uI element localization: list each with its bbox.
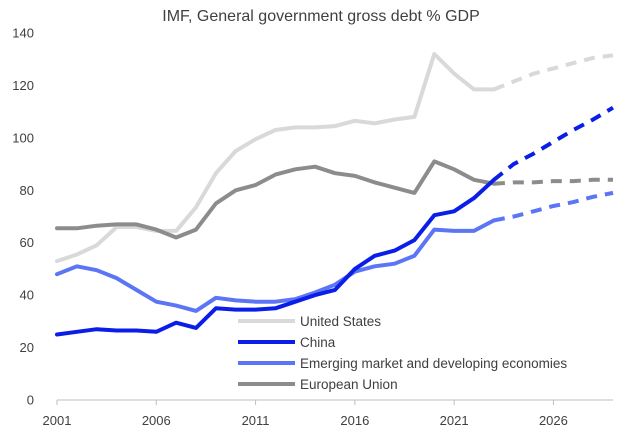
x-tick-label: 2006 [142,413,171,428]
x-tick-label: 2026 [539,413,568,428]
series-forecast-united-states [493,53,614,92]
y-tick-label: 60 [20,235,34,250]
x-tick-label: 2021 [440,413,469,428]
y-tick-label: 140 [12,26,34,41]
series-lines [55,52,615,337]
chart-title: IMF, General government gross debt % GDP [162,8,479,25]
series-forecast-european-union [493,177,613,186]
legend-label-united-states: United States [300,314,381,329]
x-tick-label: 2001 [43,413,72,428]
y-tick-label: 40 [20,288,34,303]
y-tick-label: 20 [20,340,34,355]
y-tick-label: 0 [27,393,34,408]
series-line-european-union [55,159,496,240]
series-line-emerging-market-and-developing-economies [55,218,496,313]
y-tick-label: 80 [20,183,34,198]
y-tick-label: 120 [12,78,34,93]
x-axis-ticks: 2001 2006 2011 2016 2021 2026 [43,400,568,428]
series-forecast-emerging-market-and-developing-economies [493,190,614,223]
x-tick-label: 2011 [242,413,270,428]
y-tick-label: 100 [12,130,34,145]
series-line-united-states [55,52,496,264]
series-forecast-china [492,105,615,182]
legend-label-emerging-market-and-developing-economies: Emerging market and developing economies [300,356,567,371]
x-tick-label: 2016 [340,413,369,428]
legend-label-european-union: European Union [300,377,398,392]
legend-label-china: China [300,335,336,350]
legend: United States China Emerging market and de… [238,314,567,392]
series-line-china [55,177,496,337]
y-axis-ticks: 0 20 40 60 80 100 120 140 [12,26,34,408]
